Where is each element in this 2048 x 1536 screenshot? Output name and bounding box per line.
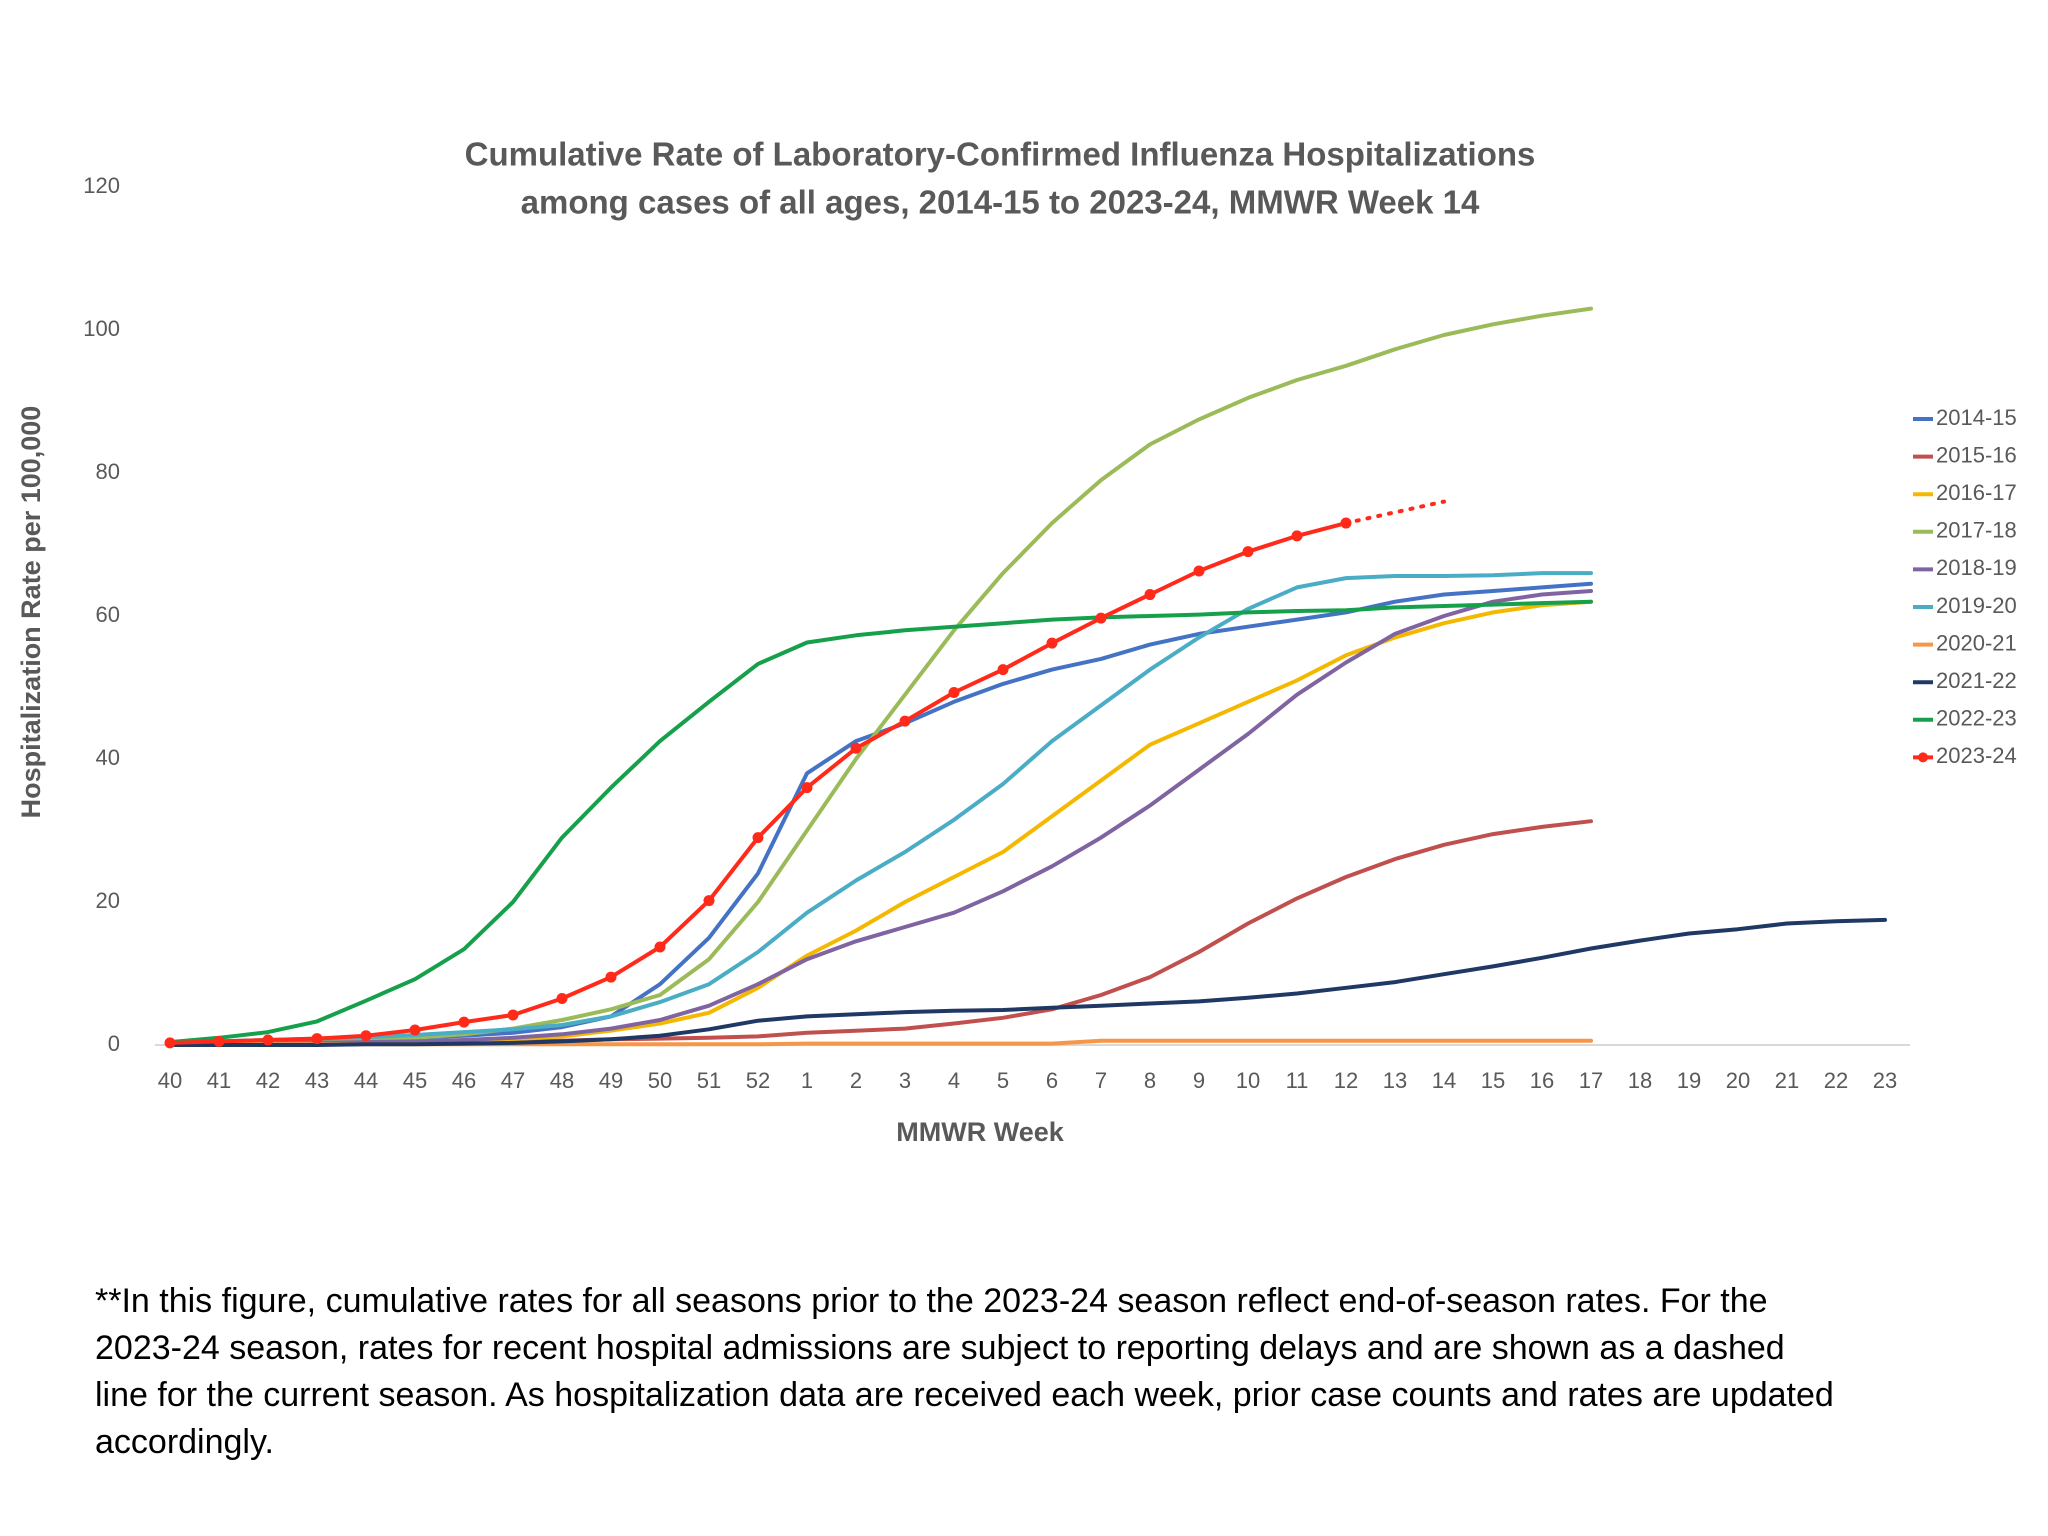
x-tick-label: 11 (1286, 1068, 1309, 1093)
point-marker (164, 1037, 176, 1049)
point-marker (507, 1009, 519, 1021)
x-tick-label: 12 (1334, 1068, 1358, 1093)
x-tick-label: 21 (1775, 1068, 1799, 1093)
point-marker (1144, 589, 1156, 601)
x-tick-label: 16 (1530, 1068, 1554, 1093)
x-tick-label: 18 (1628, 1068, 1652, 1093)
x-tick-label: 51 (697, 1068, 721, 1093)
point-marker (409, 1024, 421, 1036)
legend-label: 2017-18 (1936, 518, 2017, 543)
x-tick-label: 48 (550, 1068, 574, 1093)
x-tick-label: 52 (746, 1068, 770, 1093)
x-tick-label: 46 (452, 1068, 476, 1093)
x-tick-label: 4 (948, 1068, 960, 1093)
x-tick-label: 41 (207, 1068, 231, 1093)
x-tick-label: 13 (1383, 1068, 1407, 1093)
x-tick-label: 15 (1481, 1068, 1505, 1093)
point-marker (1095, 612, 1107, 624)
x-tick-label: 19 (1677, 1068, 1701, 1093)
legend-label: 2020-21 (1936, 630, 2017, 655)
point-marker (1193, 565, 1205, 577)
series-line (168, 581, 1593, 1045)
legend-label: 2022-23 (1936, 706, 2017, 731)
legend-label: 2019-20 (1936, 593, 2017, 618)
series-line (168, 917, 1887, 1047)
point-marker (1242, 546, 1254, 558)
x-tick-label: 40 (158, 1068, 182, 1093)
point-marker (752, 832, 764, 844)
x-tick-label: 8 (1144, 1068, 1156, 1093)
point-marker (213, 1035, 225, 1047)
x-tick-label: 7 (1095, 1068, 1107, 1093)
x-tick-label: 14 (1432, 1068, 1456, 1093)
point-marker (801, 782, 813, 794)
point-marker (703, 895, 715, 907)
series-line (168, 599, 1593, 1045)
series-line (168, 599, 1593, 1046)
legend-label: 2023-24 (1936, 743, 2017, 768)
chart-title: Cumulative Rate of Laboratory-Confirmed … (465, 136, 1536, 173)
point-marker (605, 971, 617, 983)
y-tick-label: 100 (83, 316, 120, 341)
series-line (168, 589, 1593, 1047)
y-tick-label: 60 (96, 602, 120, 627)
y-tick-label: 20 (96, 888, 120, 913)
x-tick-label: 43 (305, 1068, 329, 1093)
legend-label: 2016-17 (1936, 480, 2017, 505)
y-tick-label: 0 (108, 1031, 120, 1056)
y-tick-label: 120 (83, 173, 120, 198)
x-tick-label: 23 (1873, 1068, 1897, 1093)
footnote: 2023-24 season, rates for recent hospita… (95, 1329, 1785, 1367)
x-tick-label: 22 (1824, 1068, 1848, 1093)
x-tick-label: 20 (1726, 1068, 1750, 1093)
x-tick-label: 49 (599, 1068, 623, 1093)
series-line (1344, 499, 1446, 526)
point-marker (948, 687, 960, 699)
footnote: accordingly. (95, 1423, 274, 1461)
point-marker (899, 715, 911, 727)
point-marker (311, 1033, 323, 1045)
footnote: **In this figure, cumulative rates for a… (95, 1282, 1768, 1320)
legend-label: 2015-16 (1936, 442, 2017, 467)
point-marker (262, 1034, 274, 1046)
x-tick-label: 3 (899, 1068, 911, 1093)
x-tick-label: 45 (403, 1068, 427, 1093)
y-tick-label: 40 (96, 745, 120, 770)
series-line (168, 571, 1593, 1045)
legend-marker (1918, 752, 1928, 763)
point-marker (997, 664, 1009, 676)
x-tick-label: 10 (1236, 1068, 1260, 1093)
legend-label: 2014-15 (1936, 405, 2017, 430)
x-tick-label: 5 (997, 1068, 1009, 1093)
point-marker (1340, 517, 1352, 529)
y-tick-label: 80 (96, 459, 120, 484)
series-line (168, 306, 1593, 1046)
point-marker (458, 1016, 470, 1028)
point-marker (360, 1030, 372, 1042)
x-tick-label: 2 (850, 1068, 862, 1093)
point-marker (1046, 637, 1058, 649)
point-marker (1291, 530, 1303, 542)
legend-label: 2021-22 (1936, 668, 2017, 693)
chart-title: among cases of all ages, 2014-15 to 2023… (521, 184, 1480, 221)
x-tick-label: 6 (1046, 1068, 1058, 1093)
x-tick-label: 44 (354, 1068, 378, 1093)
point-marker (556, 993, 568, 1005)
point-marker (654, 941, 666, 953)
footnote: line for the current season. As hospital… (95, 1376, 1834, 1414)
x-tick-label: 42 (256, 1068, 280, 1093)
x-tick-label: 1 (801, 1068, 813, 1093)
x-tick-label: 50 (648, 1068, 672, 1093)
x-tick-label: 47 (501, 1068, 525, 1093)
y-axis-title: Hospitalization Rate per 100,000 (16, 406, 46, 819)
x-axis-title: MMWR Week (896, 1117, 1064, 1147)
legend-label: 2018-19 (1936, 555, 2017, 580)
x-tick-label: 9 (1193, 1068, 1205, 1093)
x-tick-label: 17 (1579, 1068, 1603, 1093)
point-marker (850, 742, 862, 754)
